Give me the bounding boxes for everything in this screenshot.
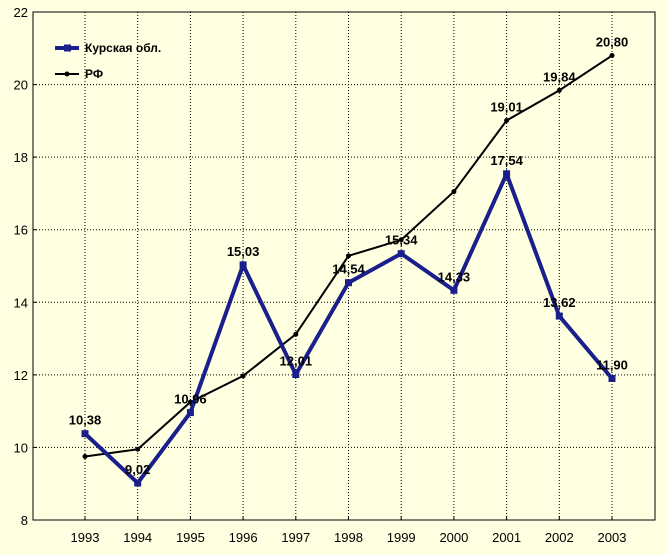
x-tick-label: 1993 xyxy=(71,530,100,545)
data-label-kursk: 9,02 xyxy=(125,462,150,477)
data-point-kursk xyxy=(555,312,563,320)
data-label-kursk: 10,96 xyxy=(174,392,207,407)
x-tick-label: 1996 xyxy=(229,530,258,545)
legend-label-kursk: Курская обл. xyxy=(85,41,161,55)
x-tick-label: 2002 xyxy=(545,530,574,545)
x-tick-label: 1998 xyxy=(334,530,363,545)
data-point-rf xyxy=(609,53,615,59)
data-point-rf xyxy=(293,331,299,337)
x-tick-label: 1994 xyxy=(123,530,152,545)
data-point-rf xyxy=(504,117,510,123)
grid xyxy=(33,12,655,520)
data-label-kursk: 14,33 xyxy=(438,269,471,284)
data-point-kursk xyxy=(345,279,352,287)
data-label-kursk: 10,38 xyxy=(69,413,102,428)
legend-label-rf: РФ xyxy=(85,67,103,81)
legend-marker-kursk xyxy=(64,44,71,52)
data-label-kursk: 12,01 xyxy=(280,353,313,368)
plot-area xyxy=(32,11,656,521)
legend-marker-rf xyxy=(64,71,70,77)
data-point-kursk xyxy=(450,286,458,294)
y-tick-label: 8 xyxy=(21,513,28,528)
data-label-kursk: 11,90 xyxy=(596,357,628,372)
data-point-rf xyxy=(451,189,457,195)
y-tick-label: 14 xyxy=(14,295,28,310)
data-label-kursk: 14,54 xyxy=(332,262,365,277)
y-axis: 8 10 12 14 16 18 20 22 xyxy=(14,5,37,528)
y-tick-label: 10 xyxy=(14,440,28,455)
data-point-rf xyxy=(398,237,404,243)
data-label-kursk: 17,54 xyxy=(490,153,523,168)
data-label-rf: 20,80 xyxy=(596,35,629,50)
data-point-rf xyxy=(240,373,246,379)
data-point-kursk xyxy=(292,370,300,378)
data-point-kursk xyxy=(503,170,511,178)
data-point-rf xyxy=(556,87,562,93)
data-point-kursk xyxy=(397,250,405,258)
data-label-kursk: 15,03 xyxy=(227,244,260,259)
data-point-kursk xyxy=(239,261,247,269)
data-point-rf xyxy=(346,253,351,259)
data-point-kursk xyxy=(81,430,89,438)
data-label-kursk: 13,62 xyxy=(543,295,576,310)
x-tick-label: 1997 xyxy=(281,530,310,545)
x-tick-label: 2003 xyxy=(598,530,627,545)
y-tick-label: 22 xyxy=(14,5,28,20)
data-point-kursk xyxy=(186,409,194,417)
x-tick-label: 2000 xyxy=(439,530,468,545)
data-point-rf xyxy=(135,446,141,452)
data-point-rf xyxy=(82,454,88,459)
y-tick-label: 18 xyxy=(14,150,28,165)
data-point-kursk xyxy=(608,374,616,382)
x-axis: 1993 1994 1995 1996 1997 1998 1999 2000 2001 2002… xyxy=(71,516,627,545)
x-tick-label: 1995 xyxy=(176,530,205,545)
y-tick-label: 12 xyxy=(14,368,28,383)
legend: Курская обл. РФ xyxy=(55,41,161,81)
x-tick-label: 1999 xyxy=(387,530,416,545)
x-tick-label: 2001 xyxy=(492,530,521,545)
data-label-kursk: 15,34 xyxy=(385,233,418,248)
data-point-kursk xyxy=(134,479,142,487)
y-tick-label: 16 xyxy=(14,223,28,238)
data-label-rf: 19,01 xyxy=(490,99,523,114)
y-tick-label: 20 xyxy=(14,78,28,93)
data-label-rf: 19,84 xyxy=(543,69,576,84)
series-group: 10,38 9,02 10,96 15,03 12,01 14,54 15,34 14,33 1… xyxy=(69,35,629,487)
